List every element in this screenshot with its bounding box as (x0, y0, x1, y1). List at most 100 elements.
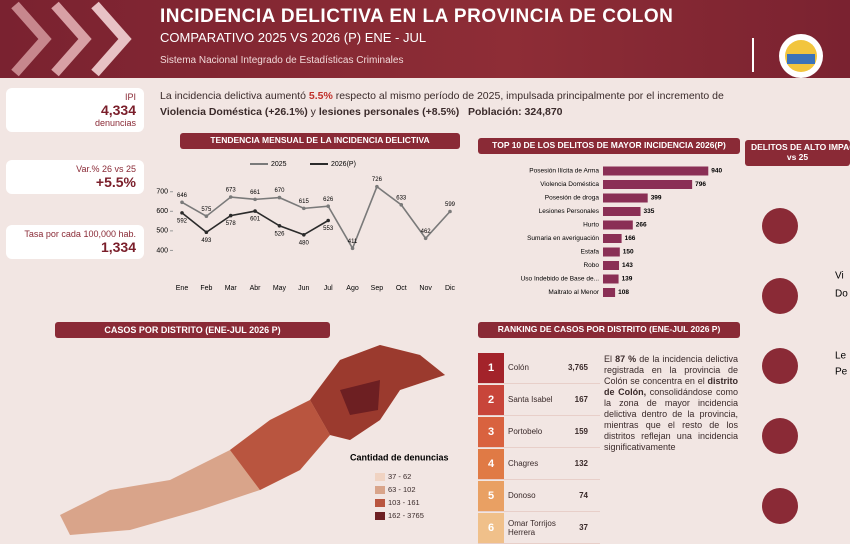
point (423, 236, 428, 241)
series-line (181, 185, 451, 251)
kpi: Var.% 26 vs 25 +5.5% (6, 160, 144, 194)
point (253, 197, 257, 202)
text: de la incidencia delictiva registrada en… (604, 354, 738, 386)
x-tick-label: Ago (346, 285, 359, 292)
data-label: 526 (274, 231, 285, 237)
x-tick-label: Oct (396, 285, 407, 292)
ranking-row: 6 Omar Torrijos Herrera 37 (478, 512, 600, 544)
chevrons (11, 1, 132, 77)
population: Población: 324,870 (467, 106, 563, 118)
legend-item: 162 - 3765 (375, 509, 424, 522)
rank: 6 (478, 512, 504, 543)
point (228, 213, 233, 218)
highlight: distrito de Colón, (604, 376, 738, 397)
ranking-row: 5 Donoso 74 (478, 480, 600, 512)
cases: 167 (574, 395, 588, 404)
bar (603, 193, 648, 203)
kpi-note: denuncias (94, 118, 136, 128)
category-label: Hurto (583, 222, 599, 229)
data-label: 726 (372, 177, 383, 183)
district: Omar Torrijos Herrera (508, 518, 556, 537)
data-label: 592 (177, 218, 188, 224)
x-tick-label: Dic (445, 285, 456, 292)
legend-item: 63 - 102 (375, 483, 424, 496)
y-tick-label: 500 (156, 228, 168, 235)
data-label: 670 (274, 188, 285, 194)
data-label: 673 (226, 188, 237, 194)
icons: Vi Do Le Pe (762, 207, 848, 524)
y-tick-label: 600 (156, 208, 168, 215)
line-chart: 400 500 600 700 Ene Feb Mar Abr May Jun Jul Ago Sep O… (156, 161, 456, 292)
x-tick-label: Mar (225, 285, 238, 292)
ranking-table: 1 Colón 3,765 2 Santa Isabel 167 3 Portobelo 159… (478, 352, 600, 544)
value-label: 139 (622, 276, 633, 283)
rank: 2 (478, 384, 504, 415)
subtitle: COMPARATIVO 2025 VS 2026 (P) ENE - JUL (160, 30, 427, 45)
x-tick-label: May (273, 285, 287, 292)
title: INCIDENCIA DELICTIVA EN LA PROVINCIA DE … (160, 6, 674, 27)
category-label: Sumaria en averiguación (527, 235, 599, 242)
point (180, 211, 184, 215)
highlight: lesiones personales (+8.5%) (318, 106, 460, 118)
y-tick-label: 700 (156, 189, 168, 196)
legend-title: Cantidad de denuncias (350, 452, 449, 462)
point (180, 200, 184, 205)
ranking-row: 1 Colón 3,765 (478, 352, 600, 384)
kpi-label: Tasa por cada 100,000 hab. (24, 229, 136, 239)
label: Pe (835, 366, 848, 377)
panel-title: DELITOS DE ALTO IMPACTOvs 25 (745, 140, 850, 166)
data-label: 462 (421, 229, 432, 235)
label: Le (835, 350, 847, 361)
label: Do (835, 288, 848, 299)
x-tick-label: Sep (371, 285, 384, 292)
map-legend: 37 - 62 63 - 102 103 - 161 162 - 3765 (375, 470, 424, 522)
ranking-note: El 87 % de la incidencia delictiva regis… (604, 354, 738, 453)
divider (752, 38, 754, 72)
bar-chart: Posesión Ilícita de Arma 940 Violencia Dom… (521, 166, 723, 297)
bar (603, 180, 693, 189)
point (228, 195, 233, 199)
highlight: Violencia Doméstica (+26.1%) (160, 106, 308, 118)
point (302, 206, 306, 211)
label: Vi (835, 270, 844, 281)
x-tick-label: Nov (419, 285, 432, 292)
x-tick-label: Jun (298, 285, 309, 292)
legend-swatch (375, 472, 385, 481)
district: Chagres (508, 459, 539, 468)
bar (603, 166, 709, 176)
kpi-value: 1,334 (100, 239, 136, 255)
point (326, 218, 330, 223)
point (399, 203, 404, 207)
map-title: CASOS POR DISTRITO (ENE-JUL 2026 P) (55, 322, 330, 339)
data-label: 626 (323, 197, 334, 203)
text: consolidándose como la zona de mayor inc… (604, 387, 738, 452)
data-label: 553 (323, 226, 334, 232)
value-label: 166 (625, 235, 636, 242)
value-label: 143 (622, 262, 633, 269)
high-impact: DELITOS DE ALTO IMPACTOvs 25 Vi Do Le Pe (745, 140, 850, 541)
legend-label: 2026(P) (331, 161, 356, 168)
district: Donoso (508, 491, 536, 500)
x-tick-label: Jul (324, 285, 333, 292)
bar (603, 261, 620, 270)
legend-item: 37 - 62 (375, 470, 424, 483)
text: y (310, 106, 316, 118)
rank: 3 (478, 416, 504, 447)
data-label: 480 (299, 240, 310, 246)
category-label: Robo (583, 262, 599, 269)
data-label: 493 (201, 238, 212, 244)
legend-swatch (375, 485, 385, 494)
chart-title: TOP 10 DE LOS DELITOS DE MAYOR INCIDENCI… (478, 138, 740, 154)
legend-label: 103 - 161 (388, 498, 420, 507)
legend-label: 162 - 3765 (388, 511, 424, 520)
kpi: Tasa por cada 100,000 hab. 1,334 (6, 225, 144, 259)
district: Portobelo (508, 427, 543, 436)
category-label: Uso Indebido de Base de... (521, 276, 600, 283)
bar (603, 274, 619, 284)
summary: La incidencia delictiva aumentó 5.5% res… (160, 88, 850, 120)
data-label: 633 (396, 195, 407, 201)
data-label: 575 (201, 207, 212, 213)
map: Cantidad de denuncias (60, 345, 449, 535)
text: La incidencia delictiva aumentó (160, 90, 306, 102)
cases: 37 (579, 523, 588, 532)
